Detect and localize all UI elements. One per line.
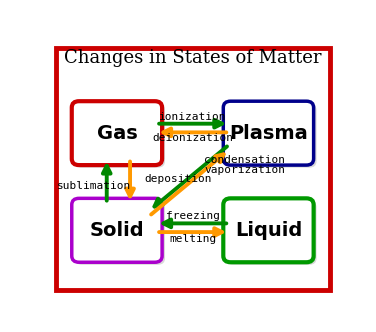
FancyBboxPatch shape — [226, 201, 317, 265]
Text: deposition: deposition — [145, 174, 212, 184]
FancyBboxPatch shape — [226, 104, 317, 168]
FancyBboxPatch shape — [72, 198, 162, 262]
Text: sublimation: sublimation — [57, 181, 132, 191]
FancyBboxPatch shape — [75, 104, 165, 168]
Text: deionization: deionization — [152, 133, 233, 143]
Text: ionization: ionization — [159, 112, 226, 122]
Text: Plasma: Plasma — [229, 124, 308, 143]
Text: vaporization: vaporization — [205, 165, 285, 175]
FancyBboxPatch shape — [223, 198, 314, 262]
Text: Changes in States of Matter: Changes in States of Matter — [64, 49, 321, 67]
FancyBboxPatch shape — [223, 101, 314, 165]
FancyBboxPatch shape — [75, 201, 165, 265]
Text: Solid: Solid — [89, 221, 144, 240]
Text: Gas: Gas — [97, 124, 137, 143]
Text: freezing: freezing — [166, 211, 220, 221]
Text: melting: melting — [169, 234, 216, 244]
Text: Liquid: Liquid — [235, 221, 302, 240]
Text: condensation: condensation — [205, 155, 285, 165]
FancyBboxPatch shape — [72, 101, 162, 165]
